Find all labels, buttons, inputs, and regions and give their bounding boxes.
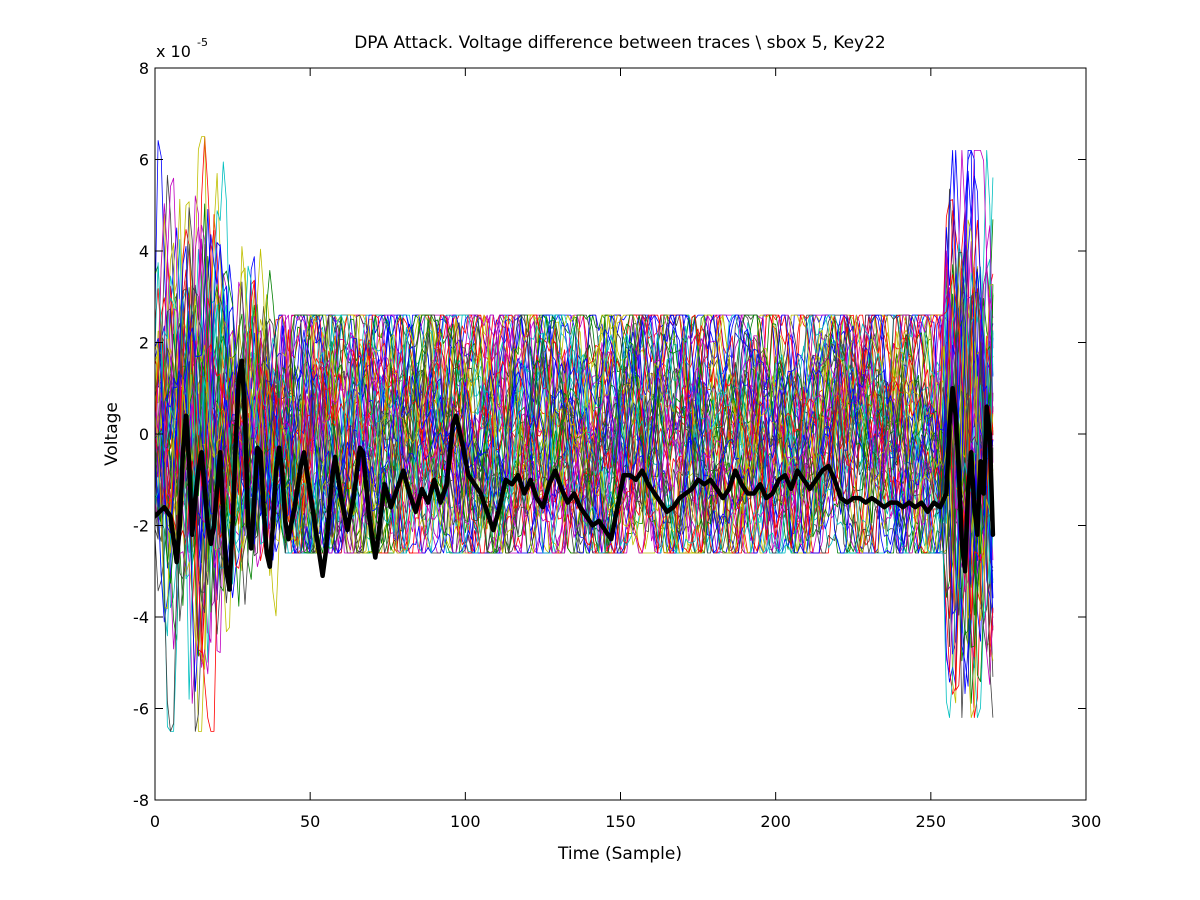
y-tick-label: -8	[133, 791, 149, 810]
y-exponent-base: x 10	[156, 42, 191, 61]
y-exponent: x 10 -5	[156, 36, 208, 61]
trace-line	[155, 248, 994, 621]
y-tick-label: -6	[133, 700, 149, 719]
trace-line	[155, 207, 994, 635]
y-tick-label: 6	[139, 151, 149, 170]
trace-line	[155, 250, 994, 593]
trace-line	[155, 297, 994, 657]
y-tick-label: 0	[139, 425, 149, 444]
x-tick-label: 250	[916, 812, 947, 831]
y-tick-label: -2	[133, 517, 149, 536]
x-axis-label: Time (Sample)	[557, 844, 682, 864]
y-tick-label: 4	[139, 242, 149, 261]
trace-line	[155, 219, 994, 613]
trace-line	[155, 224, 994, 568]
x-axis: 0 50 100 150 200 250 300	[150, 68, 1101, 831]
x-tick-label: 200	[760, 812, 791, 831]
y-tick-label: 2	[139, 334, 149, 353]
series-layer	[155, 136, 996, 732]
x-tick-label: 100	[450, 812, 481, 831]
x-tick-label: 300	[1071, 812, 1102, 831]
x-tick-label: 0	[150, 812, 160, 831]
y-axis-label: Voltage	[102, 402, 122, 466]
plot-area	[154, 67, 1087, 801]
highlight-trace-line	[155, 358, 996, 592]
trace-line	[155, 175, 994, 615]
y-exponent-power: -5	[197, 36, 208, 49]
y-tick-label: -4	[133, 608, 149, 627]
y-axis: -8 -6 -4 -2 0 2 4 6 8	[133, 59, 1086, 810]
y-tick-label: 8	[139, 59, 149, 78]
x-tick-label: 50	[300, 812, 320, 831]
chart-title: DPA Attack. Voltage difference between t…	[354, 33, 886, 53]
x-tick-label: 150	[605, 812, 636, 831]
trace-line	[155, 243, 994, 599]
